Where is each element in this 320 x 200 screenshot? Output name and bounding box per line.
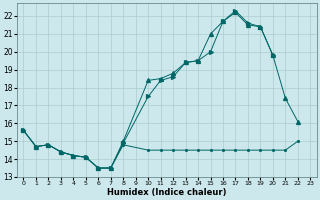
X-axis label: Humidex (Indice chaleur): Humidex (Indice chaleur) — [107, 188, 227, 197]
